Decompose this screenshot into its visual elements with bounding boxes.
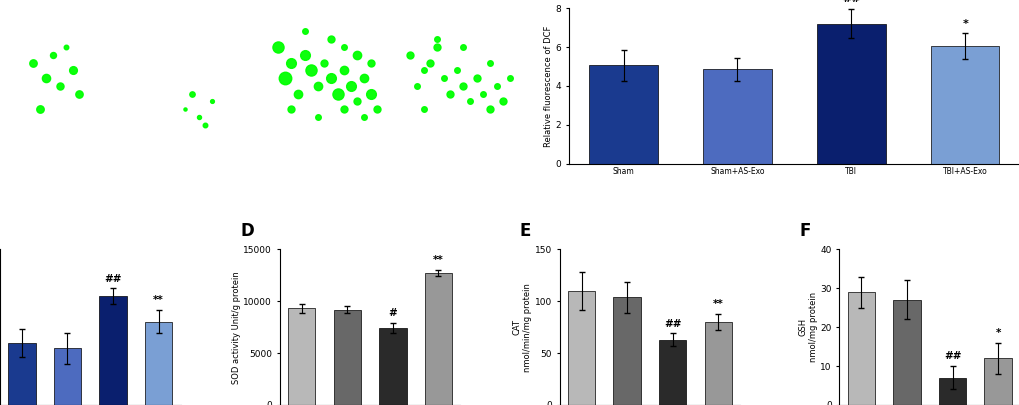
Bar xyxy=(704,322,732,405)
Y-axis label: Relative fluorescence of DCF: Relative fluorescence of DCF xyxy=(543,25,552,147)
Bar xyxy=(847,292,874,405)
Bar xyxy=(937,378,965,405)
Text: A: A xyxy=(0,0,2,2)
Text: ##: ## xyxy=(943,352,960,361)
Y-axis label: CAT
nmol/min/mg protein: CAT nmol/min/mg protein xyxy=(513,283,532,372)
Y-axis label: SOD activity Unit/g protein: SOD activity Unit/g protein xyxy=(231,271,240,384)
Text: TBI+AS-Exo: TBI+AS-Exo xyxy=(434,13,491,23)
Bar xyxy=(589,66,657,164)
Bar xyxy=(333,309,361,405)
Bar xyxy=(702,69,771,164)
Bar xyxy=(893,300,920,405)
Bar xyxy=(145,322,172,405)
Bar xyxy=(816,23,884,164)
Bar xyxy=(612,297,640,405)
Bar xyxy=(930,46,999,164)
Text: Sham: Sham xyxy=(52,13,81,23)
Text: #: # xyxy=(388,308,396,318)
Text: **: ** xyxy=(712,299,722,309)
Bar xyxy=(379,328,407,405)
Text: ##: ## xyxy=(842,0,860,4)
Bar xyxy=(983,358,1011,405)
Text: Sham+AS-Exo: Sham+AS-Exo xyxy=(164,13,233,23)
Text: **: ** xyxy=(153,295,164,305)
Text: *: * xyxy=(962,19,967,29)
Bar xyxy=(658,340,686,405)
Bar xyxy=(287,309,315,405)
Text: E: E xyxy=(520,222,531,240)
Bar xyxy=(8,343,36,405)
Text: DCF: DCF xyxy=(5,81,28,91)
Text: TBI: TBI xyxy=(323,13,338,23)
Text: ##: ## xyxy=(663,319,681,329)
Text: ##: ## xyxy=(104,274,121,284)
Bar xyxy=(568,291,595,405)
Y-axis label: GSH
nmol/mg protein: GSH nmol/mg protein xyxy=(798,292,817,362)
Bar xyxy=(99,296,126,405)
Text: *: * xyxy=(995,328,1000,338)
Text: D: D xyxy=(239,222,254,240)
Bar xyxy=(424,273,451,405)
Text: F: F xyxy=(799,222,810,240)
Text: **: ** xyxy=(433,256,443,265)
Bar xyxy=(54,348,82,405)
